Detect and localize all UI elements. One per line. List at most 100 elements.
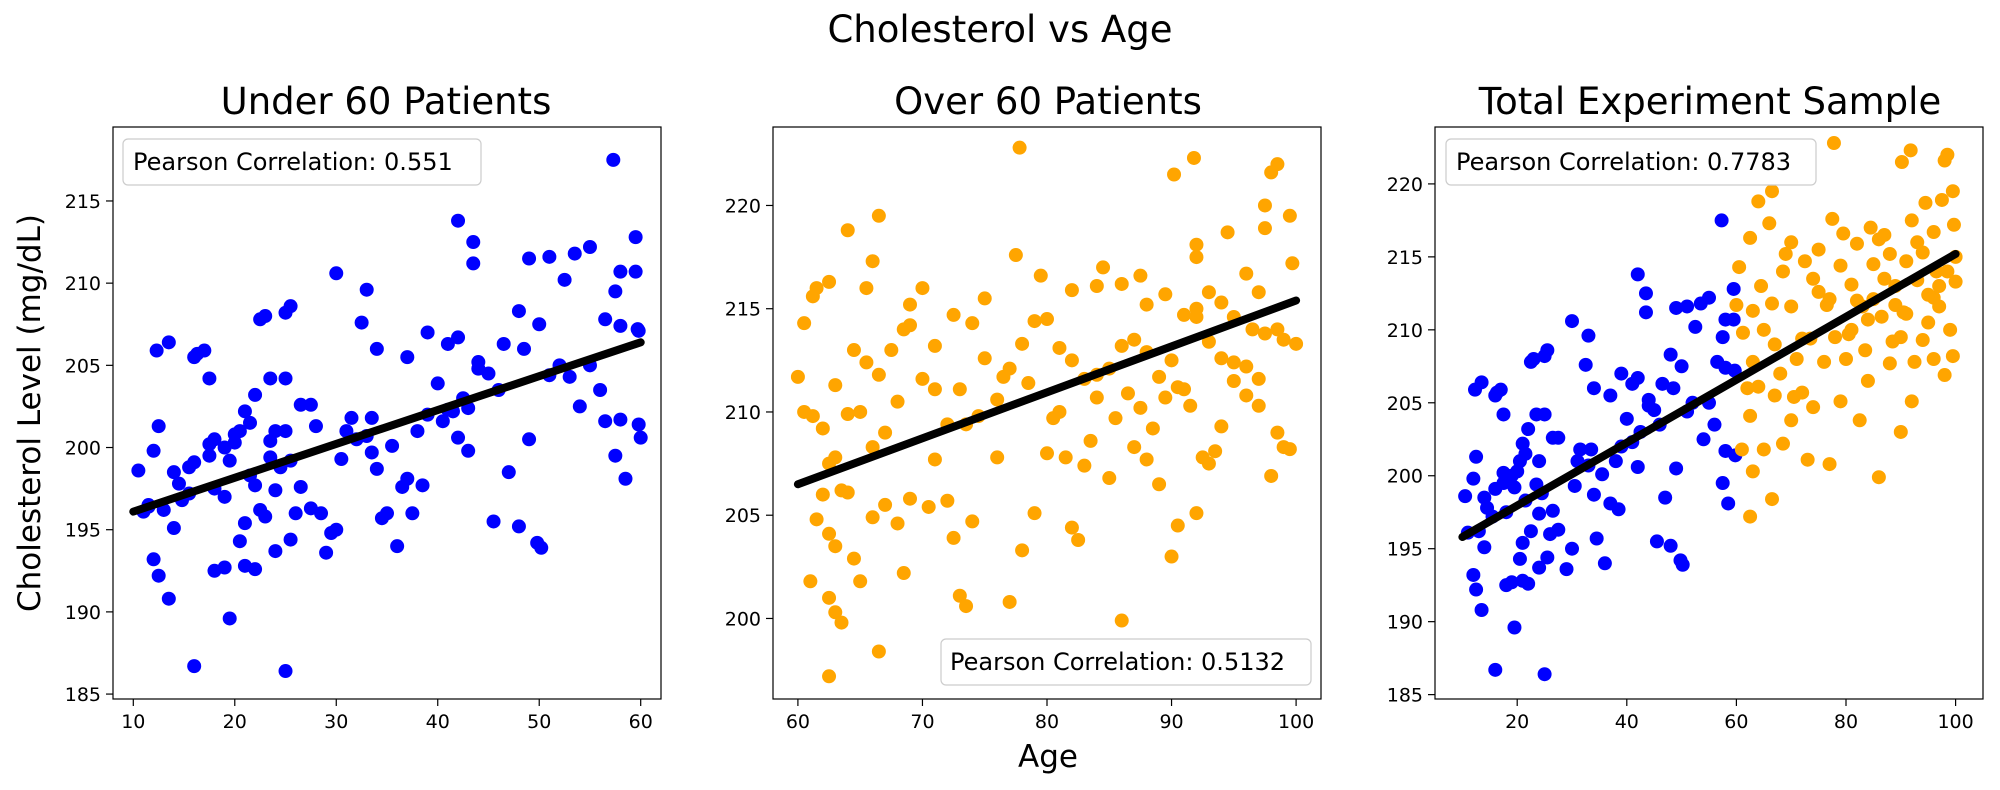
data-point — [1496, 407, 1511, 422]
data-point — [182, 460, 197, 475]
data-point — [1251, 285, 1266, 300]
data-point — [815, 421, 830, 436]
data-point — [1806, 400, 1821, 415]
data-point — [511, 304, 526, 319]
correlation-legend: Pearson Correlation: 0.5132 — [940, 638, 1312, 686]
data-point — [1784, 235, 1799, 250]
data-point — [1903, 143, 1918, 158]
data-point — [1052, 340, 1067, 355]
x-tick-label: 30 — [324, 711, 348, 733]
data-point — [400, 350, 415, 365]
data-point — [946, 307, 961, 322]
data-point — [1257, 326, 1272, 341]
data-point — [840, 407, 855, 422]
data-point — [278, 371, 293, 386]
data-point — [865, 440, 880, 455]
data-point — [1945, 184, 1960, 199]
data-point — [390, 539, 405, 554]
data-point — [1532, 454, 1547, 469]
data-point — [1910, 235, 1925, 250]
data-point — [369, 461, 384, 476]
data-point — [828, 378, 843, 393]
data-point — [1186, 150, 1201, 165]
regression-line — [793, 296, 1301, 489]
data-point — [1630, 459, 1645, 474]
data-point — [840, 485, 855, 500]
data-point — [1899, 254, 1914, 269]
data-point — [1077, 458, 1092, 473]
data-point — [1943, 322, 1958, 337]
data-point — [1545, 503, 1560, 518]
panel-over-60: Over 60 Patients 60 70 80 90 100 200 205 210 215… — [725, 80, 1322, 733]
data-point — [828, 539, 843, 554]
data-point — [631, 417, 646, 432]
y-axis-label: Cholesterol Level (mg/dL) — [12, 214, 48, 612]
data-point — [1282, 208, 1297, 223]
data-point — [1058, 450, 1073, 465]
data-point — [1270, 425, 1285, 440]
data-point — [202, 448, 217, 463]
data-point — [1860, 373, 1875, 388]
data-point — [977, 291, 992, 306]
data-point — [1469, 582, 1484, 597]
data-point — [797, 316, 812, 331]
y-tick-label: 215 — [1387, 247, 1423, 269]
data-point — [253, 312, 268, 327]
data-point — [1715, 330, 1730, 345]
data-point — [1282, 442, 1297, 457]
correlation-legend: Pearson Correlation: 0.7783 — [1445, 138, 1817, 186]
data-point — [977, 351, 992, 366]
data-point — [1245, 322, 1260, 337]
data-point — [1515, 436, 1530, 451]
data-point — [1120, 386, 1135, 401]
y-tick-label: 215 — [725, 299, 761, 321]
data-point — [1921, 287, 1936, 302]
data-point — [927, 382, 942, 397]
x-tick-label: 10 — [121, 711, 145, 733]
data-point — [166, 465, 181, 480]
x-tick-label: 60 — [1724, 711, 1748, 733]
data-point — [1811, 242, 1826, 257]
data-point — [1595, 467, 1610, 482]
data-point — [1164, 549, 1179, 564]
data-point — [1751, 379, 1766, 394]
data-point — [1189, 250, 1204, 265]
data-point — [303, 397, 318, 412]
data-point — [1251, 371, 1266, 386]
data-point — [1696, 432, 1711, 447]
data-point — [385, 438, 400, 453]
data-point — [1721, 496, 1736, 511]
data-point — [1521, 422, 1536, 437]
data-point — [1658, 490, 1673, 505]
y-tick-label: 185 — [1387, 685, 1423, 707]
figure-suptitle: Cholesterol vs Age — [827, 8, 1172, 51]
data-point — [890, 516, 905, 531]
data-point — [1882, 246, 1897, 261]
data-point — [903, 297, 917, 312]
data-point — [227, 427, 242, 442]
regression-line — [1458, 249, 1960, 542]
data-point — [1021, 376, 1036, 391]
data-point — [359, 282, 374, 297]
x-tick-label: 40 — [1615, 711, 1639, 733]
data-point — [1089, 390, 1104, 405]
data-point — [1214, 351, 1229, 366]
data-point — [1597, 556, 1612, 571]
data-point — [865, 510, 880, 525]
data-point — [1932, 279, 1947, 294]
data-point — [1765, 184, 1780, 199]
data-point — [1762, 216, 1777, 231]
data-point — [380, 506, 394, 521]
data-point — [364, 445, 379, 460]
regression-line — [129, 338, 645, 516]
data-point — [1819, 298, 1834, 313]
data-point — [1784, 299, 1799, 314]
data-point — [1630, 370, 1645, 385]
data-point — [834, 615, 849, 630]
data-point — [1833, 394, 1848, 409]
data-point — [1195, 450, 1210, 465]
correlation-text: Pearson Correlation: 0.551 — [133, 148, 453, 176]
x-tick-label: 100 — [1937, 711, 1973, 733]
data-point — [1040, 446, 1054, 461]
data-point — [805, 409, 820, 424]
